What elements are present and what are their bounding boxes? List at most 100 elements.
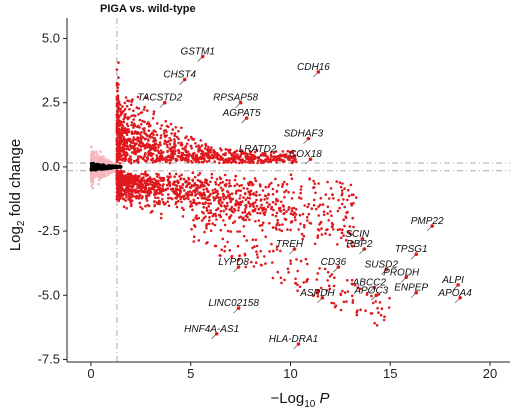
- data-point-1502: [204, 144, 208, 148]
- data-point-1634: [116, 124, 119, 127]
- data-point-2718: [159, 186, 162, 190]
- data-point-2456: [223, 183, 227, 187]
- data-point-2899: [226, 229, 230, 233]
- data-point-2377: [229, 214, 233, 217]
- data-point-2242: [255, 204, 259, 208]
- data-point-2458: [262, 221, 265, 224]
- data-point-1668: [260, 203, 264, 207]
- data-point-2959: [294, 277, 297, 281]
- data-point-2942: [214, 244, 218, 248]
- data-point-2737: [117, 199, 121, 203]
- data-point-1615: [136, 136, 140, 140]
- data-point-1607: [119, 138, 123, 142]
- data-point-1571: [143, 143, 146, 147]
- data-point-2532: [329, 210, 332, 213]
- data-point-2777: [122, 177, 125, 180]
- core-point-121: [99, 167, 103, 171]
- data-point-1987: [266, 205, 270, 208]
- data-point-2516: [285, 183, 289, 186]
- data-point-1196: [190, 160, 193, 163]
- y-tick-label-2: 0.0: [42, 159, 60, 174]
- data-point-2831: [133, 175, 137, 179]
- data-point-2578: [242, 225, 246, 228]
- data-point-1760: [222, 197, 226, 201]
- data-point-1485: [205, 148, 209, 151]
- data-point-2298: [222, 195, 225, 198]
- data-point-1098: [190, 146, 193, 150]
- data-point-2451: [128, 181, 131, 184]
- data-point-1656: [340, 189, 344, 192]
- data-point-2457: [335, 180, 339, 183]
- data-point-1449: [134, 142, 137, 146]
- data-point-831: [173, 146, 176, 150]
- gene-label-15: CD36: [321, 257, 347, 268]
- data-point-2124: [302, 223, 306, 227]
- data-point-2656: [298, 196, 301, 199]
- data-point-1477: [158, 159, 162, 162]
- data-point-2949: [296, 289, 299, 293]
- data-point-1169: [179, 143, 183, 147]
- data-point-2982: [382, 318, 386, 322]
- data-point-2227: [238, 197, 241, 200]
- data-point-2587: [141, 207, 144, 210]
- data-point-2734: [125, 176, 129, 180]
- data-point-2082: [182, 208, 185, 212]
- data-point-2993: [230, 255, 233, 259]
- data-point-2422: [191, 208, 194, 212]
- data-point-714: [130, 121, 134, 124]
- data-point-2180: [238, 184, 241, 188]
- data-point-2237: [215, 194, 219, 198]
- data-point-1630: [234, 154, 237, 157]
- data-point-2132: [244, 198, 248, 201]
- data-point-2535: [157, 196, 160, 200]
- core-point-114: [110, 166, 114, 170]
- data-point-873: [162, 132, 166, 135]
- data-point-2150: [344, 238, 348, 242]
- data-point-2791: [148, 188, 152, 191]
- data-point-1377: [230, 157, 233, 161]
- data-point-594: [94, 172, 98, 175]
- data-point-1361: [167, 154, 170, 158]
- data-point-1053: [124, 96, 128, 99]
- data-point-708: [177, 137, 180, 141]
- data-point-2032: [161, 200, 165, 204]
- data-point-2735: [180, 195, 183, 199]
- data-point-1296: [139, 148, 143, 152]
- data-point-1411: [163, 139, 167, 143]
- data-point-2796: [287, 206, 291, 209]
- data-point-1972: [307, 212, 311, 216]
- data-point-2897: [200, 219, 204, 222]
- data-point-2989: [236, 244, 240, 248]
- data-point-1803: [122, 205, 126, 208]
- gene-labels: GSTM1 CHST4 CDH16 TACSTD2 RPSAP58 AGPAT5 SDHAF…: [137, 47, 472, 346]
- data-point-2799: [274, 214, 278, 218]
- data-point-2321: [181, 183, 185, 187]
- data-point-2312: [322, 213, 326, 217]
- data-point-778: [159, 143, 162, 147]
- data-point-2915: [283, 278, 286, 282]
- data-point-1501: [148, 146, 152, 149]
- data-point-1601: [116, 141, 119, 145]
- data-point-2314: [354, 196, 358, 199]
- data-point-2761: [249, 202, 252, 206]
- data-point-1471: [190, 137, 194, 140]
- labeled-point-24: [236, 306, 241, 310]
- data-point-2986: [289, 262, 293, 265]
- data-point-2225: [239, 194, 242, 197]
- labeled-point-7: [260, 152, 265, 156]
- data-point-2851: [332, 284, 336, 288]
- data-point-1514: [263, 160, 266, 163]
- data-point-2310: [145, 199, 149, 202]
- data-point-2905: [328, 275, 332, 278]
- data-point-2452: [199, 184, 203, 187]
- data-point-2584: [290, 220, 294, 223]
- data-point-2476: [146, 203, 150, 207]
- data-point-2359: [140, 190, 143, 194]
- data-point-2685: [221, 189, 224, 192]
- data-point-2449: [174, 172, 178, 176]
- data-point-2783: [290, 177, 294, 180]
- data-point-2782: [180, 200, 183, 204]
- data-point-2004: [213, 188, 217, 191]
- data-point-1257: [194, 142, 197, 145]
- data-point-1278: [138, 118, 142, 122]
